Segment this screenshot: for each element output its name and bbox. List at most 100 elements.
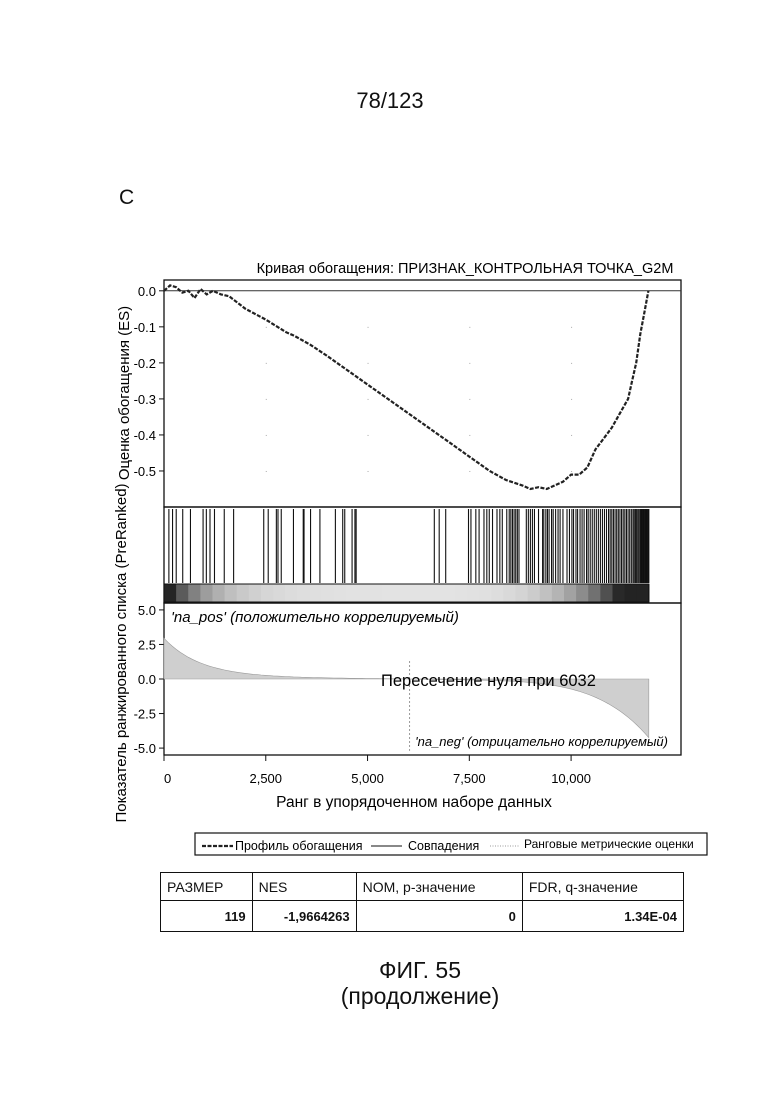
heat-strip-cell	[552, 584, 565, 602]
value-fdr-q: 1.34E-04	[522, 901, 683, 932]
heat-strip-cell	[588, 584, 601, 602]
rank-y-tick-label: 0.0	[138, 672, 156, 687]
rank-y-tick-label: 2.5	[138, 637, 156, 652]
heat-strip-cell	[212, 584, 225, 602]
heat-strip-cell	[237, 584, 250, 602]
heat-strip-cell	[164, 584, 177, 602]
header-size: РАЗМЕР	[161, 873, 253, 901]
es-grid-dot	[469, 435, 470, 436]
heat-strip-cell	[273, 584, 286, 602]
pos-corr-label: 'na_pos' (положительно коррелируемый)	[171, 609, 459, 626]
es-panel-frame	[164, 280, 681, 507]
heat-strip-cell	[261, 584, 274, 602]
es-grid-dot	[368, 471, 369, 472]
gsea-enrichment-chart: Кривая обогащения: ПРИЗНАК_КОНТРОЛЬНАЯ Т…	[0, 0, 780, 880]
rank-axis-label: Показатель ранжированного списка (PreRan…	[113, 483, 130, 822]
legend: Профиль обогащения Совпадения Ранговые м…	[195, 833, 707, 855]
heat-strip-cell	[431, 584, 444, 602]
es-axis-label: Оценка обогащения (ES)	[116, 306, 133, 480]
es-grid-dot	[266, 471, 267, 472]
es-grid-dot	[266, 399, 267, 400]
es-y-tick-label: -0.4	[134, 428, 156, 443]
heat-strip-cell	[503, 584, 516, 602]
es-grid-dot	[266, 435, 267, 436]
es-grid-dot	[469, 399, 470, 400]
es-grid-dot	[571, 471, 572, 472]
figure-title: ФИГ. 55	[0, 958, 780, 983]
es-y-tick-label: -0.3	[134, 392, 156, 407]
heat-strip-cell	[285, 584, 298, 602]
es-grid-dot	[571, 399, 572, 400]
es-y-tick-label: -0.2	[134, 356, 156, 371]
value-nom-p: 0	[356, 901, 522, 932]
neg-corr-label: 'na_neg' (отрицательно коррелируемый)	[415, 734, 668, 749]
heat-strip-cell	[419, 584, 432, 602]
header-nes: NES	[252, 873, 356, 901]
heat-strip-cell	[528, 584, 541, 602]
heat-strip-cell	[637, 584, 650, 602]
es-grid-dot	[571, 435, 572, 436]
heat-strip-cell	[200, 584, 213, 602]
es-grid-dot	[266, 363, 267, 364]
es-grid-dot	[368, 435, 369, 436]
legend-hits-label: Совпадения	[408, 839, 479, 853]
x-tick-label: 5,000	[351, 771, 384, 786]
heat-strip-cell	[370, 584, 383, 602]
es-grid-dot	[469, 363, 470, 364]
heat-strip-cell	[600, 584, 613, 602]
heat-strip-cell	[358, 584, 371, 602]
es-grid-dot	[368, 363, 369, 364]
es-grid-dot	[571, 363, 572, 364]
x-tick-label: 10,000	[551, 771, 591, 786]
es-grid-dot	[368, 399, 369, 400]
es-grid-dot	[469, 471, 470, 472]
legend-profile-label: Профиль обогащения	[235, 839, 362, 853]
chart-title: Кривая обогащения: ПРИЗНАК_КОНТРОЛЬНАЯ Т…	[257, 261, 674, 277]
value-nes: -1,9664263	[252, 901, 356, 932]
heat-strip-cell	[467, 584, 480, 602]
es-y-tick-label: 0.0	[138, 284, 156, 299]
header-nom-p: NOM, р-значение	[356, 873, 522, 901]
heat-strip-cell	[625, 584, 638, 602]
heat-strip-cell	[176, 584, 189, 602]
es-grid-dot	[368, 327, 369, 328]
heat-strip-cell	[225, 584, 238, 602]
stats-table: РАЗМЕР NES NOM, р-значение FDR, q-значен…	[160, 872, 684, 932]
rank-y-tick-label: -5.0	[134, 741, 156, 756]
stats-header-row: РАЗМЕР NES NOM, р-значение FDR, q-значен…	[161, 873, 684, 901]
heat-strip-cell	[382, 584, 395, 602]
heat-strip-cell	[479, 584, 492, 602]
heat-strip-cell	[540, 584, 553, 602]
heat-strip-cell	[443, 584, 456, 602]
heat-strip-cell	[516, 584, 529, 602]
heat-strip-cell	[394, 584, 407, 602]
x-tick-label: 2,500	[249, 771, 282, 786]
heat-strip-cell	[491, 584, 504, 602]
header-fdr-q: FDR, q-значение	[522, 873, 683, 901]
es-y-tick-label: -0.1	[134, 320, 156, 335]
es-grid-dot	[571, 327, 572, 328]
heat-strip-cell	[576, 584, 589, 602]
heat-strip-cell	[406, 584, 419, 602]
es-y-tick-label: -0.5	[134, 464, 156, 479]
heat-strip-cell	[564, 584, 577, 602]
x-tick-label: 7,500	[453, 771, 486, 786]
heat-strip-cell	[334, 584, 347, 602]
heat-strip-cell	[322, 584, 335, 602]
heat-strip-cell	[612, 584, 625, 602]
heat-strip-cell	[297, 584, 310, 602]
heat-strip-cell	[249, 584, 262, 602]
rank-y-tick-label: 5.0	[138, 603, 156, 618]
heat-strip-cell	[188, 584, 201, 602]
enrichment-profile-line	[164, 285, 648, 489]
es-grid-dot	[469, 327, 470, 328]
legend-metric-label: Ранговые метрические оценки	[524, 837, 694, 851]
stats-value-row: 119 -1,9664263 0 1.34E-04	[161, 901, 684, 932]
figure-subtitle: (продолжение)	[0, 984, 780, 1009]
heat-strip-cell	[309, 584, 322, 602]
value-size: 119	[161, 901, 253, 932]
x-tick-label: 0	[164, 771, 171, 786]
x-axis-label: Ранг в упорядоченном наборе данных	[276, 794, 552, 811]
es-grid-dot	[266, 327, 267, 328]
heat-strip-cell	[346, 584, 359, 602]
